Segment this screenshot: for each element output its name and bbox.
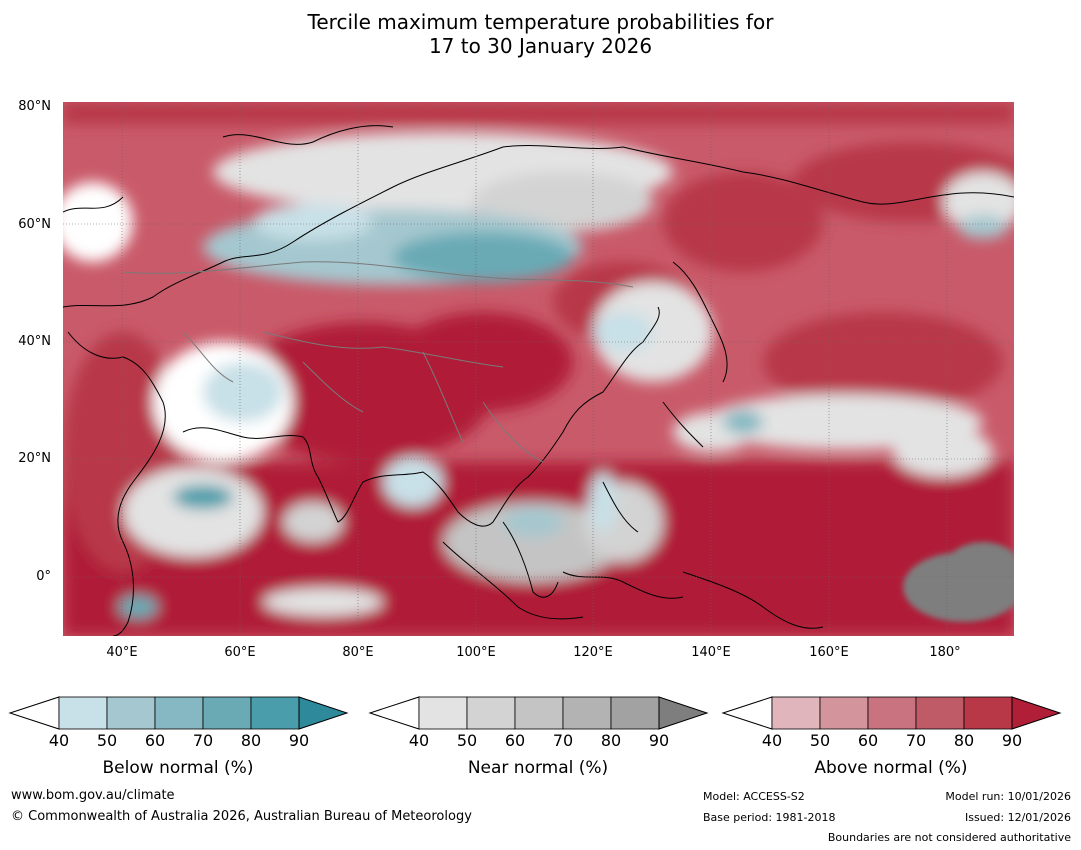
lat-label-80n: 80°N bbox=[18, 99, 51, 114]
graticule bbox=[63, 102, 1014, 636]
lon-label-160e: 160°E bbox=[809, 645, 849, 660]
colorbar-above-tick-60: 60 bbox=[857, 731, 879, 750]
colorbar-above-title: Above normal (%) bbox=[814, 758, 968, 778]
lon-label-80e: 80°E bbox=[342, 645, 374, 660]
lat-label-0: 0° bbox=[36, 569, 51, 584]
colorbar-above-tick-40: 40 bbox=[761, 731, 783, 750]
model-run-text: Model run: 10/01/2026 bbox=[945, 790, 1071, 803]
lat-label-20n: 20°N bbox=[18, 451, 51, 466]
colorbar-above-low-extend bbox=[721, 696, 773, 730]
colorbar-near-bin-50 bbox=[466, 696, 516, 730]
colorbar-above-tick-70: 70 bbox=[905, 731, 927, 750]
issued-text: Issued: 12/01/2026 bbox=[964, 811, 1071, 824]
colorbar-near-tick-60: 60 bbox=[504, 731, 526, 750]
colorbar-below-bin-70 bbox=[202, 696, 252, 730]
lat-label-60n: 60°N bbox=[18, 217, 51, 232]
colorbar-below-tick-60: 60 bbox=[144, 731, 166, 750]
lon-label-60e: 60°E bbox=[224, 645, 256, 660]
disclaimer-text: Boundaries are not considered authoritat… bbox=[827, 831, 1071, 844]
probability-field bbox=[63, 102, 1014, 636]
colorbar-above-tick-50: 50 bbox=[809, 731, 831, 750]
colorbar-above-bin-70 bbox=[915, 696, 965, 730]
lat-label-40n: 40°N bbox=[18, 334, 51, 349]
colorbar-below-tick-90: 90 bbox=[288, 731, 310, 750]
model-text: Model: ACCESS-S2 bbox=[703, 790, 805, 803]
lon-label-40e: 40°E bbox=[106, 645, 138, 660]
lon-label-100e: 100°E bbox=[456, 645, 496, 660]
colorbar-near-tick-40: 40 bbox=[408, 731, 430, 750]
colorbar-below-tick-40: 40 bbox=[48, 731, 70, 750]
colorbar-below-tick-50: 50 bbox=[96, 731, 118, 750]
colorbar-near-tick-90: 90 bbox=[648, 731, 670, 750]
colorbar-above-bin-40 bbox=[771, 696, 821, 730]
colorbar-above-normal: 40 50 60 70 80 90 Above normal (%) bbox=[721, 696, 1062, 780]
colorbar-near-bin-70 bbox=[562, 696, 612, 730]
colorbar-below-title: Below normal (%) bbox=[102, 758, 254, 778]
colorbar-below-bin-40 bbox=[58, 696, 108, 730]
colorbar-above-tick-90: 90 bbox=[1001, 731, 1023, 750]
colorbar-near-normal: 40 50 60 70 80 90 Near normal (%) bbox=[368, 696, 709, 780]
title-line-1: Tercile maximum temperature probabilitie… bbox=[307, 10, 774, 34]
colorbar-below-bin-80 bbox=[250, 696, 300, 730]
lon-label-180: 180° bbox=[929, 645, 961, 660]
website-link[interactable]: www.bom.gov.au/climate bbox=[11, 788, 175, 803]
lon-label-120e: 120°E bbox=[573, 645, 613, 660]
colorbar-above-tick-80: 80 bbox=[953, 731, 975, 750]
map-svg bbox=[63, 102, 1014, 636]
colorbar-below-low-extend bbox=[8, 696, 60, 730]
colorbar-below-bin-50 bbox=[106, 696, 156, 730]
chart-title: Tercile maximum temperature probabilitie… bbox=[0, 10, 1081, 58]
colorbar-near-bin-40 bbox=[418, 696, 468, 730]
base-period-text: Base period: 1981-2018 bbox=[703, 811, 836, 824]
colorbar-near-bin-60 bbox=[514, 696, 564, 730]
colorbar-below-svg bbox=[8, 696, 349, 730]
title-line-2: 17 to 30 January 2026 bbox=[428, 34, 653, 58]
colorbar-near-tick-80: 80 bbox=[600, 731, 622, 750]
probability-map bbox=[63, 102, 1014, 636]
colorbar-near-low-extend bbox=[368, 696, 420, 730]
colorbar-above-bin-60 bbox=[867, 696, 917, 730]
colorbar-near-title: Near normal (%) bbox=[467, 758, 609, 778]
colorbar-above-bin-80 bbox=[963, 696, 1013, 730]
lon-label-140e: 140°E bbox=[691, 645, 731, 660]
colorbar-near-svg bbox=[368, 696, 709, 730]
copyright-text: © Commonwealth of Australia 2026, Austra… bbox=[11, 809, 472, 824]
coastlines bbox=[63, 125, 1014, 636]
colorbar-below-bin-60 bbox=[154, 696, 204, 730]
colorbar-near-tick-70: 70 bbox=[552, 731, 574, 750]
colorbar-below-high-extend bbox=[298, 696, 349, 730]
colorbar-above-svg bbox=[721, 696, 1062, 730]
colorbar-near-bin-80 bbox=[610, 696, 660, 730]
colorbar-above-high-extend bbox=[1011, 696, 1062, 730]
colorbar-below-normal: 40 50 60 70 80 90 Below normal (%) bbox=[8, 696, 349, 780]
colorbar-above-bin-50 bbox=[819, 696, 869, 730]
colorbar-below-tick-80: 80 bbox=[240, 731, 262, 750]
colorbar-below-tick-70: 70 bbox=[192, 731, 214, 750]
colorbar-near-high-extend bbox=[658, 696, 709, 730]
colorbar-near-tick-50: 50 bbox=[456, 731, 478, 750]
